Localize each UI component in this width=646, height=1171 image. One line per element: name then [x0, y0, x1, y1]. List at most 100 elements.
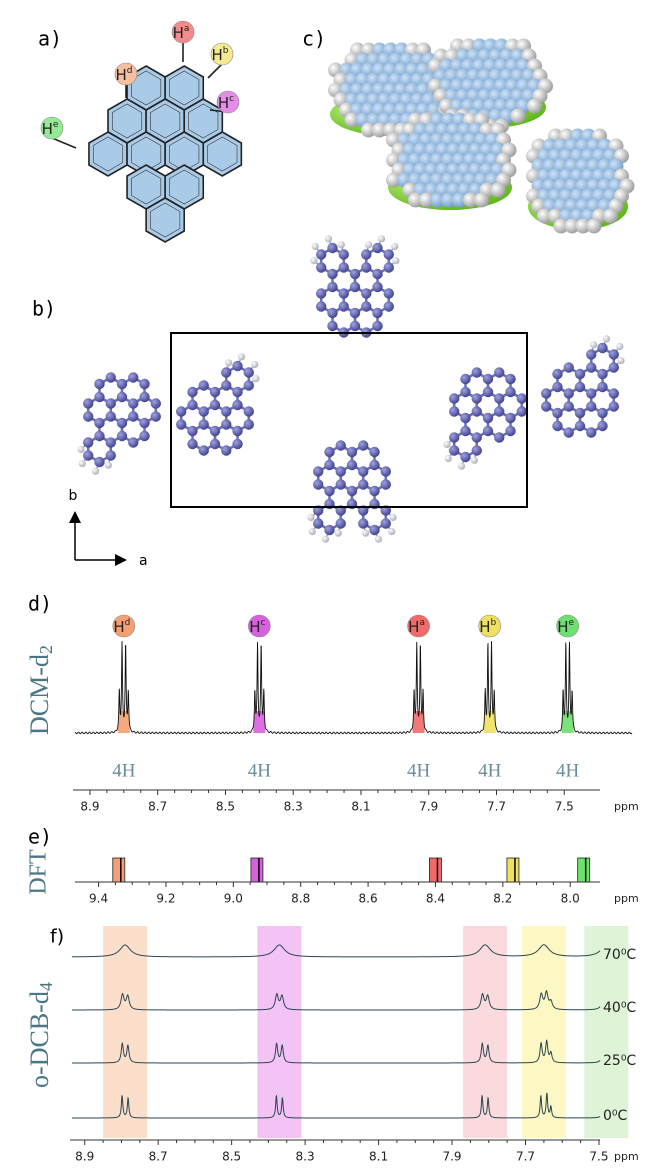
c-atom — [472, 367, 482, 377]
temperature-label: 25⁰C — [603, 1053, 636, 1069]
proton-sup: e — [53, 120, 59, 130]
proton-symbol: H — [408, 618, 419, 636]
c-atom — [350, 321, 360, 331]
c-atom — [199, 419, 209, 429]
spectrum-trace — [72, 945, 600, 957]
c-atom — [384, 249, 394, 259]
integral-label: 4H — [248, 760, 272, 781]
h-atom — [458, 463, 465, 470]
c-atom — [187, 387, 197, 397]
c-atom — [597, 382, 607, 392]
proton-sup: d — [127, 66, 133, 76]
c-atom — [472, 445, 482, 455]
h-atom — [443, 441, 450, 448]
c-atom — [232, 426, 242, 436]
h-atom — [309, 528, 316, 535]
proton-sup: c — [260, 618, 265, 628]
c-atom — [541, 401, 551, 411]
method-label: DFT — [26, 849, 52, 895]
c-atom — [327, 269, 337, 279]
c-atom — [597, 369, 607, 379]
c-atom — [210, 400, 220, 410]
c-atom — [372, 321, 382, 331]
c-atom — [324, 460, 334, 470]
c-atom — [83, 450, 93, 460]
h-atom — [616, 343, 623, 350]
c-atom — [372, 243, 382, 253]
c-atom — [449, 393, 459, 403]
x-tick-label: 8.3 — [296, 1150, 315, 1164]
c-atom — [381, 518, 391, 528]
x-tick-label: 8.8 — [291, 892, 310, 906]
h-atom — [312, 243, 319, 250]
c-atom — [176, 419, 186, 429]
c-atom — [369, 460, 379, 470]
c-atom — [336, 518, 346, 528]
x-tick-label: 8.5 — [216, 800, 235, 814]
c-atom — [358, 440, 368, 450]
c-atom — [505, 413, 515, 423]
figure: a)HaHbHcHdHe c) b)ba d)DCM-d2Hd4HHc4HHa4… — [0, 0, 646, 1171]
c-atom — [460, 387, 470, 397]
temperature-label: 70⁰C — [603, 947, 636, 963]
x-tick-label: 7.7 — [487, 800, 506, 814]
c-atom — [586, 401, 596, 411]
x-tick-label: 8.6 — [359, 892, 378, 906]
c-atom — [494, 393, 504, 403]
proton-sup: a — [419, 618, 425, 628]
x-tick-label: 8.2 — [493, 892, 512, 906]
panel-label: c) — [302, 27, 326, 51]
c-atom — [327, 308, 337, 318]
panel-label: e) — [28, 825, 52, 849]
axis-unit: ppm — [614, 800, 639, 813]
x-tick-label: 7.5 — [589, 1150, 608, 1164]
c-atom — [460, 452, 470, 462]
c-atom — [449, 432, 459, 442]
c-atom — [221, 367, 231, 377]
spectrum-trace — [72, 1093, 600, 1118]
c-atom — [449, 406, 459, 416]
temperature-label: 0⁰C — [603, 1108, 628, 1124]
c-atom — [586, 427, 596, 437]
c-atom — [505, 374, 515, 384]
atom-sphere — [511, 109, 526, 124]
atom-sphere — [587, 219, 602, 234]
spectrum — [75, 641, 632, 734]
c-atom — [460, 413, 470, 423]
c-atom — [347, 486, 357, 496]
c-atom — [609, 349, 619, 359]
h-atom — [310, 257, 317, 264]
x-tick-label: 8.1 — [369, 1150, 388, 1164]
h-atom — [252, 375, 259, 382]
c-atom — [372, 269, 382, 279]
page: { "panel_a":{"label":"a)","protons":[ {"… — [0, 0, 646, 1171]
solvent-sub: 4 — [36, 982, 56, 991]
c-atom — [232, 400, 242, 410]
c-atom — [324, 486, 334, 496]
c-atom — [221, 406, 231, 416]
c-atom — [106, 372, 116, 382]
solvent-name: o-DCB-d — [25, 991, 54, 1088]
c-atom — [83, 398, 93, 408]
c-atom — [187, 439, 197, 449]
h-atom — [238, 353, 245, 360]
c-atom — [244, 419, 254, 429]
c-atom — [232, 361, 242, 371]
c-atom — [106, 437, 116, 447]
c-atom — [460, 374, 470, 384]
h-atom — [375, 536, 382, 543]
h-atom — [338, 241, 345, 248]
c-atom — [564, 401, 574, 411]
c-atom — [586, 349, 596, 359]
h-atom — [92, 468, 99, 475]
c-atom — [199, 445, 209, 455]
h-atom — [362, 530, 369, 537]
dft-shift — [251, 858, 263, 882]
c-atom — [361, 301, 371, 311]
c-atom — [139, 431, 149, 441]
proton-symbol: H — [113, 618, 124, 636]
h-atom — [391, 243, 398, 250]
x-tick-label: 8.7 — [149, 1150, 168, 1164]
x-tick-label: 8.1 — [351, 800, 370, 814]
